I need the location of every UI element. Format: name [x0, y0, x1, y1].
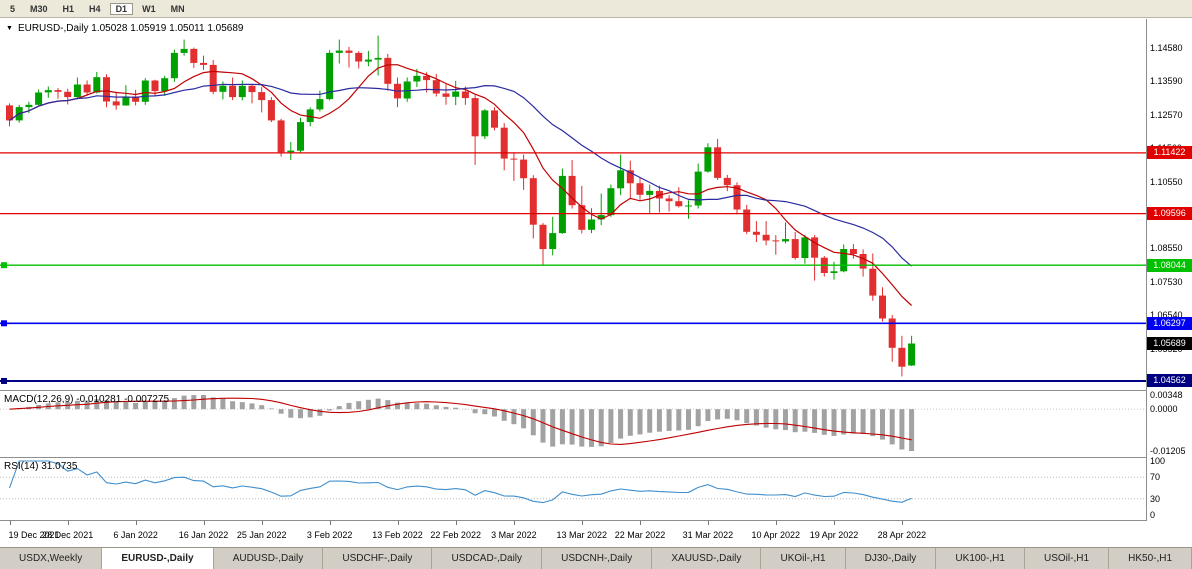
- macd-axis-label: 0.00348: [1150, 390, 1183, 400]
- price-tick: 1.07530: [1150, 277, 1183, 288]
- date-label: 6 Jan 2022: [113, 530, 158, 540]
- price-scale[interactable]: 1.145801.135901.125701.115601.105501.095…: [1146, 19, 1192, 521]
- timeframe-button-h1[interactable]: H1: [62, 3, 75, 14]
- time-tick: [775, 521, 777, 525]
- time-tick: [455, 521, 457, 525]
- date-label: 3 Mar 2022: [491, 530, 537, 540]
- timeframe-button-m30[interactable]: M30: [30, 3, 48, 14]
- timeframe-button-d1[interactable]: D1: [109, 2, 134, 15]
- price-tick: 1.13590: [1150, 75, 1183, 86]
- time-tick: [901, 521, 903, 525]
- price-line-tag: 1.06297: [1147, 316, 1192, 330]
- price-tick: 1.14580: [1150, 42, 1183, 53]
- panel-separator[interactable]: [0, 520, 1192, 521]
- price-tick: 1.10550: [1150, 176, 1183, 187]
- macd-axis-label: -0.01205: [1150, 446, 1186, 456]
- chart-tab-usdcnhdaily[interactable]: USDCNH-,Daily: [542, 548, 653, 569]
- macd-label: MACD(12,26,9) -0.010281 -0.007275: [4, 394, 170, 405]
- date-label: 16 Jan 2022: [178, 530, 229, 540]
- time-tick: [67, 521, 69, 525]
- time-tick: [135, 521, 137, 525]
- chart-tab-ukoilh1[interactable]: UKOil-,H1: [761, 548, 846, 569]
- macd-panel[interactable]: [0, 391, 1146, 457]
- chart-tab-usdcaddaily[interactable]: USDCAD-,Daily: [432, 548, 543, 569]
- time-tick: [9, 521, 11, 525]
- chart-tab-uk100h1[interactable]: UK100-,H1: [936, 548, 1025, 569]
- chart-tab-usdxweekly[interactable]: USDX,Weekly: [0, 548, 103, 569]
- time-tick: [261, 521, 263, 525]
- time-tick: [513, 521, 515, 525]
- price-chart[interactable]: [0, 19, 1146, 390]
- chart-ohlc-text: EURUSD-,Daily 1.05028 1.05919 1.05011 1.…: [17, 23, 244, 34]
- price-line-tag: 1.04562: [1147, 374, 1192, 388]
- macd-axis-label: 0.0000: [1150, 404, 1178, 415]
- rsi-axis-label: 70: [1150, 472, 1161, 483]
- panel-separator[interactable]: [0, 390, 1192, 391]
- date-label: 13 Feb 2022: [372, 530, 423, 540]
- date-label: 13 Mar 2022: [556, 530, 608, 540]
- time-scale[interactable]: 19 Dec 2021 28 Dec 2021 6 Jan 2022 16 Jan 2…: [0, 521, 1146, 547]
- date-label: 28 Dec 2021: [42, 530, 94, 540]
- chart-ohlc-header: ▼ EURUSD-,Daily 1.05028 1.05919 1.05011 …: [6, 23, 243, 34]
- date-label: 22 Mar 2022: [614, 530, 666, 540]
- time-tick: [834, 521, 835, 525]
- time-tick: [581, 521, 583, 525]
- chart-tabs-bar: USDX,Weekly EURUSD-,Daily AUDUSD-,Daily USD…: [0, 547, 1192, 569]
- date-label: 10 Apr 2022: [751, 530, 801, 540]
- timeframe-button-h4[interactable]: H4: [89, 3, 101, 14]
- rsi-axis-label: 30: [1150, 493, 1161, 504]
- panel-separator[interactable]: [0, 457, 1192, 458]
- rsi-panel[interactable]: [0, 458, 1146, 520]
- chart-tab-eurusddaily[interactable]: EURUSD-,Daily: [102, 548, 214, 569]
- price-tick: 1.06540: [1150, 310, 1183, 321]
- chart-tab-usoilh1[interactable]: USOil-,H1: [1024, 548, 1110, 569]
- date-label: 3 Feb 2022: [306, 530, 353, 540]
- current-price-tag: 1.05689: [1147, 336, 1192, 350]
- date-label: 25 Jan 2022: [236, 530, 287, 540]
- price-line-tag: 1.08044: [1147, 258, 1192, 272]
- price-line-tag: 1.11422: [1147, 146, 1192, 160]
- rsi-axis-label: 0: [1150, 510, 1156, 520]
- chart-tab-audusddaily[interactable]: AUDUSD-,Daily: [213, 548, 324, 569]
- date-label: 19 Apr 2022: [809, 530, 859, 540]
- chart-window: ▼ EURUSD-,Daily 1.05028 1.05919 1.05011 …: [0, 19, 1192, 547]
- rsi-label: RSI(14) 31.0735: [4, 461, 78, 472]
- price-line-tag: 1.09596: [1147, 207, 1192, 221]
- chart-tab-xauusddaily[interactable]: XAUUSD-,Daily: [652, 548, 762, 569]
- timeframe-button-mn[interactable]: MN: [170, 3, 185, 14]
- time-tick: [397, 521, 399, 525]
- time-tick: [707, 521, 709, 525]
- chart-tab-hk50h1[interactable]: HK50-,H1: [1109, 548, 1192, 569]
- time-tick: [203, 521, 205, 525]
- timeframe-toolbar: 5 M30 H1 H4 D1 W1 MN: [0, 0, 1192, 18]
- date-label: 28 Apr 2022: [877, 530, 927, 540]
- time-tick: [329, 521, 331, 525]
- chart-dropdown-icon[interactable]: ▼: [6, 24, 13, 32]
- date-label: 31 Mar 2022: [682, 530, 734, 540]
- time-tick: [640, 521, 641, 525]
- chart-tab-dj30daily[interactable]: DJ30-,Daily: [845, 548, 937, 569]
- price-tick: 1.08550: [1150, 243, 1183, 254]
- date-label: 22 Feb 2022: [430, 530, 481, 540]
- price-tick: 1.12570: [1150, 109, 1183, 120]
- chart-tab-usdchfdaily[interactable]: USDCHF-,Daily: [323, 548, 433, 569]
- date-label: 19 Dec 2021: [8, 530, 60, 540]
- rsi-axis-label: 100: [1150, 456, 1166, 466]
- timeframe-button-5[interactable]: 5: [10, 3, 16, 14]
- timeframe-button-w1[interactable]: W1: [142, 3, 156, 14]
